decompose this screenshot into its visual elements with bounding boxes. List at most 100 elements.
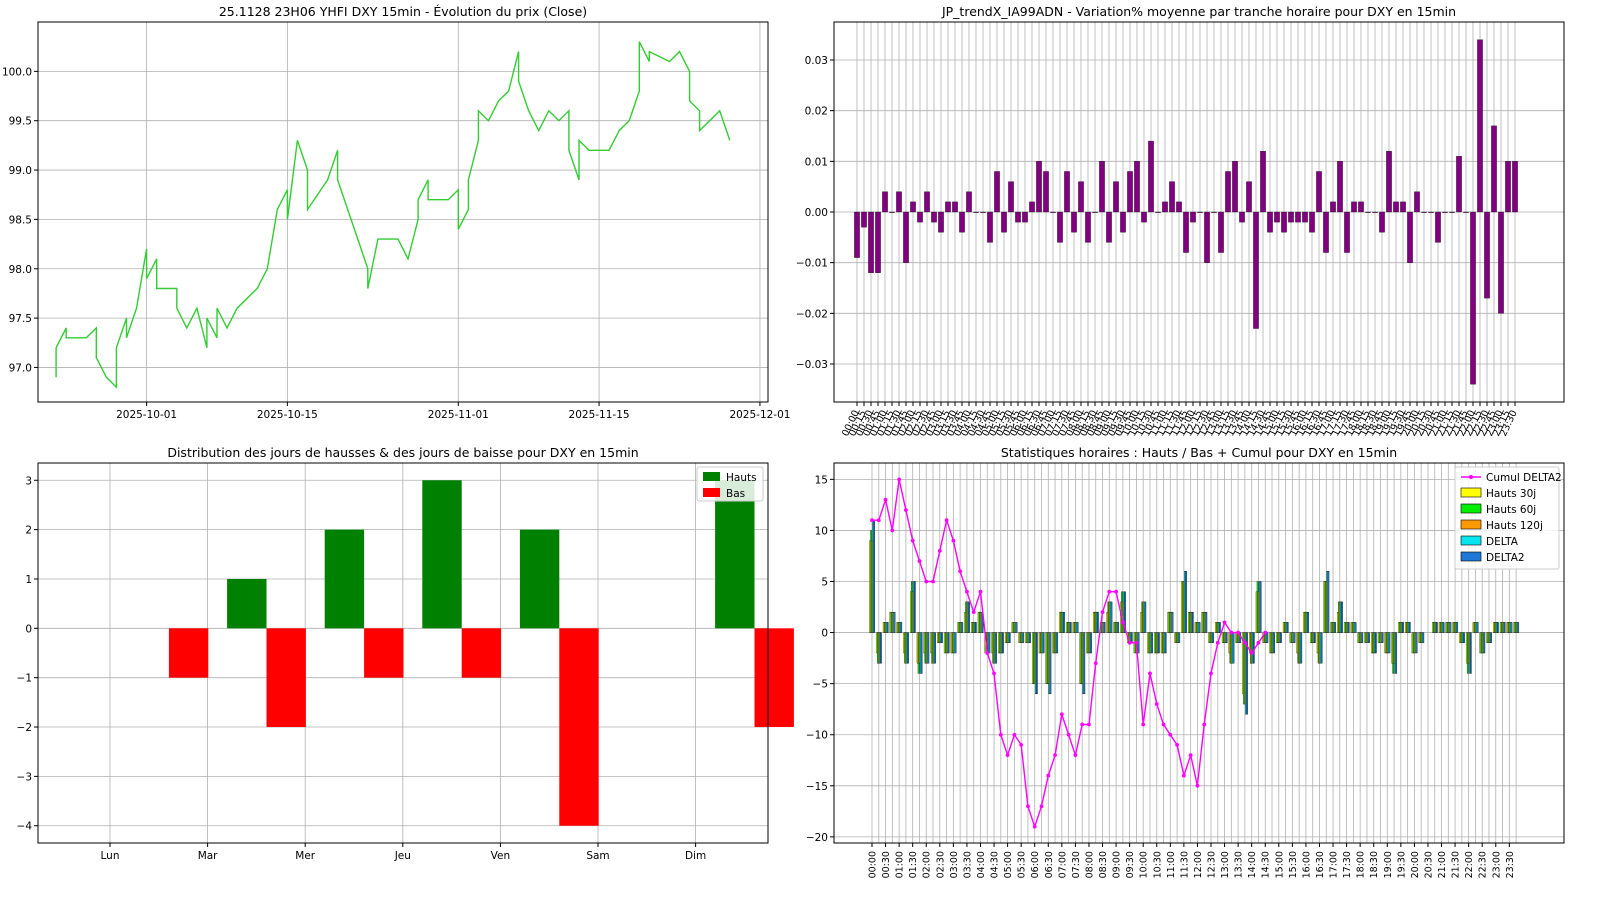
legend-hauts120-label: Hauts 120j [1486,520,1543,532]
cumul-point [1141,722,1146,727]
variation-bar [1274,211,1280,223]
weekday-y-tick-label: −3 [17,771,32,783]
variation-bar [1288,211,1294,223]
variation-bar [1302,211,1308,223]
variation-bar [889,211,895,213]
hourly-x-tick-label: 11:30 [1179,851,1190,878]
hourly-x-tick-label: 18:00 [1356,851,1367,878]
price-y-tick-label: 100.0 [2,66,32,78]
price-chart: 25.1128 23H06 YHFI DXY 15min - Évolution… [2,4,791,421]
cumul-delta2-line [870,477,1268,829]
hourly-x-tick-label: 03:00 [949,851,960,878]
bas-bar [754,628,794,728]
delta2-bar [1008,632,1011,643]
hourly-x-tick-label: 18:30 [1369,851,1380,878]
hourly-x-tick-label: 20:00 [1410,851,1421,878]
hourly-x-tick-label: 01:30 [908,851,919,878]
variation-bar [1057,211,1063,243]
variation-y-axis: −0.03 −0.02 −0.01 0.00 0.01 0.02 0.03 [796,55,834,371]
variation-bar [1484,211,1490,299]
variation-bar [1127,171,1133,213]
cumul-point [1256,640,1261,645]
hourly-x-tick-label: 09:30 [1125,851,1136,878]
variation-bar [1477,39,1483,213]
cumul-point [971,610,976,615]
hourly-y-tick-label: 0 [821,628,828,640]
cumul-point [1249,651,1254,655]
delta2-bar [1341,601,1343,633]
price-y-tick-label: 97.5 [9,313,32,325]
delta2-bar [1510,622,1513,633]
variation-bar [1435,211,1441,243]
variation-bar [1253,211,1259,329]
variation-bar [1176,201,1182,213]
price-chart-frame [37,21,769,403]
hourly-x-tick-label: 07:30 [1071,851,1082,878]
legend-delta-swatch [1460,535,1482,546]
hourly-x-tick-label: 10:30 [1152,851,1163,878]
delta2-bar [893,611,896,633]
weekday-x-tick-label: Dim [685,850,706,862]
cumul-point [1066,732,1071,737]
hourly-x-tick-label: 19:00 [1383,851,1394,878]
cumul-point [1032,824,1037,829]
price-chart-grid [38,22,768,402]
delta2-bar [1042,632,1045,654]
variation-bar [1442,211,1448,213]
variation-bar [910,201,916,213]
delta2-bar [1266,632,1269,643]
variation-bar [1050,211,1056,213]
delta2-bar [1442,622,1445,633]
weekday-y-tick-label: 2 [25,525,32,537]
variation-bar [1344,211,1350,253]
variation-bar [903,211,909,263]
delta2-bar [941,632,943,643]
variation-bar [987,211,993,243]
weekday-x-tick-label: Sam [586,850,609,862]
cumul-point [1161,722,1166,727]
hourly-x-tick-label: 06:00 [1030,851,1041,878]
delta2-bar [1036,632,1038,695]
delta2-bar [1063,611,1065,633]
price-x-tick-label: 2025-10-15 [257,409,318,421]
delta2-bar [1219,622,1221,633]
hourly-x-tick-label: 03:30 [962,851,973,878]
delta2-bar [886,622,889,633]
variation-chart-title: JP_trendX_IA99ADN - Variation% moyenne p… [941,4,1456,19]
hourly-y-tick-label: 10 [815,525,828,537]
hourly-x-tick-label: 04:30 [990,851,1001,878]
variation-bar [973,211,979,213]
delta2-bar [968,601,970,633]
weekday-chart-title: Distribution des jours de hausses & des … [167,445,638,460]
delta2-bar [1503,622,1506,633]
hourly-x-tick-label: 08:00 [1084,851,1095,878]
delta2-bar [1388,632,1391,654]
variation-y-tick-label: 0.00 [805,207,828,219]
variation-bar [1505,161,1511,213]
cumul-point [1026,804,1030,809]
delta2-bar [1083,632,1086,695]
variation-bar [1197,211,1203,213]
variation-bar [854,211,860,258]
price-chart-title: 25.1128 23H06 YHFI DXY 15min - Évolution… [219,4,587,19]
bas-bar [364,628,404,678]
delta2-bar [995,632,998,664]
price-series [55,41,731,389]
variation-bar [1120,211,1126,233]
delta2-bar [1225,632,1228,643]
variation-bar [1498,211,1504,314]
variation-bar [1001,211,1007,233]
variation-bar [1491,125,1497,213]
variation-bar [861,211,867,228]
variation-bar [868,211,874,273]
delta2-bar [1293,632,1296,643]
legend-hauts30-swatch [1460,487,1482,498]
variation-y-tick-label: −0.03 [796,359,828,371]
hourly-y-axis: −20 −15 −10 −5 0 5 10 15 [806,474,834,844]
variation-bar [1008,181,1014,213]
hourly-x-tick-label: 16:30 [1315,851,1326,878]
variation-bar [882,191,888,213]
cumul-point [965,589,969,594]
cumul-point [1236,630,1241,635]
cumul-point [1120,620,1125,625]
